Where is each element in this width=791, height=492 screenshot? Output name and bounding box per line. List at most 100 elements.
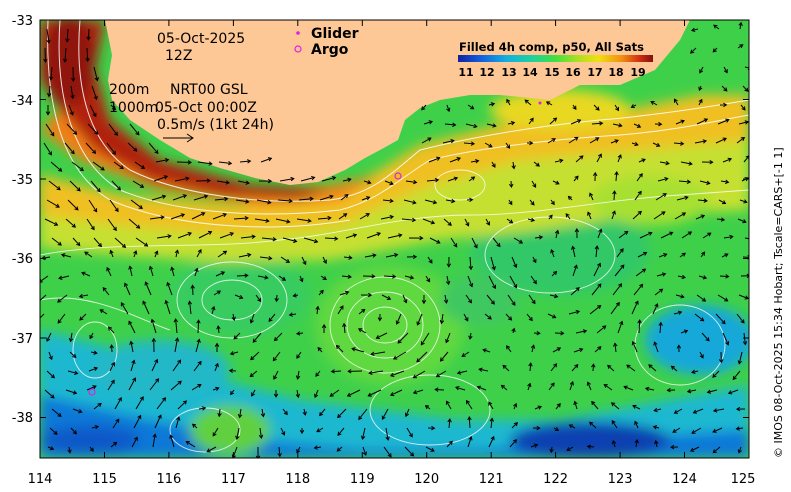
- velocity-arrowhead: [211, 305, 216, 311]
- velocity-arrow: [610, 139, 619, 144]
- velocity-arrowhead: [163, 175, 169, 180]
- velocity-arrow: [212, 387, 219, 391]
- velocity-arrowhead: [185, 441, 190, 445]
- velocity-arrowhead: [443, 299, 449, 304]
- velocity-arrow: [490, 256, 495, 270]
- velocity-arrowhead: [377, 317, 383, 322]
- velocity-arrow: [568, 136, 579, 144]
- velocity-arrowhead: [654, 439, 659, 445]
- velocity-arrow: [484, 313, 492, 320]
- velocity-arrowhead: [347, 177, 352, 183]
- velocity-arrow: [679, 252, 686, 258]
- x-tick-label: 122: [543, 472, 568, 487]
- velocity-arrow: [130, 360, 135, 372]
- colorbar-tick: 12: [479, 66, 494, 79]
- velocity-arrowhead: [712, 48, 717, 53]
- velocity-arrowhead: [555, 180, 560, 185]
- velocity-arrow: [359, 213, 370, 220]
- velocity-arrow: [383, 275, 396, 278]
- velocity-arrow: [197, 161, 212, 165]
- velocity-arrow: [316, 427, 324, 433]
- velocity-arrow: [280, 256, 290, 263]
- velocity-arrowhead: [129, 340, 134, 346]
- glider-legend-icon: [296, 31, 300, 35]
- velocity-arrow: [239, 160, 251, 163]
- velocity-arrowhead: [739, 44, 744, 49]
- velocity-arrowhead: [245, 180, 250, 185]
- velocity-arrow: [552, 347, 561, 353]
- velocity-arrow: [108, 326, 115, 334]
- velocity-arrowhead: [212, 432, 217, 437]
- velocity-arrow: [289, 313, 297, 316]
- velocity-arrow: [361, 196, 370, 201]
- velocity-arrow: [617, 154, 622, 163]
- velocity-arrowhead: [666, 387, 671, 393]
- velocity-arrowhead: [746, 273, 749, 279]
- velocity-arrow: [236, 427, 240, 440]
- velocity-arrowhead: [216, 290, 222, 295]
- velocity-arrow: [697, 199, 708, 202]
- velocity-arrowhead: [511, 165, 516, 170]
- velocity-arrowhead: [637, 190, 642, 195]
- x-tick-label: 118: [285, 472, 310, 487]
- velocity-arrow: [550, 249, 555, 258]
- velocity-arrowhead: [154, 358, 159, 364]
- velocity-arrow: [547, 138, 556, 144]
- velocity-arrowhead: [47, 93, 52, 98]
- velocity-arrow: [70, 427, 77, 435]
- velocity-arrow: [721, 253, 729, 258]
- velocity-arrowhead: [412, 389, 418, 395]
- velocity-arrowhead: [598, 228, 603, 233]
- velocity-arrow: [707, 389, 718, 393]
- velocity-arrowhead: [48, 355, 53, 361]
- velocity-arrowhead: [513, 422, 518, 427]
- velocity-arrow: [46, 199, 60, 208]
- velocity-arrowhead: [48, 151, 53, 156]
- velocity-arrowhead: [344, 290, 350, 296]
- velocity-arrow: [488, 436, 495, 448]
- velocity-arrowhead: [343, 213, 348, 218]
- velocity-arrow: [465, 123, 477, 128]
- velocity-arrowhead: [554, 427, 560, 431]
- velocity-arrowhead: [139, 183, 145, 188]
- velocity-arrow: [440, 313, 444, 324]
- velocity-arrowhead: [453, 176, 459, 181]
- velocity-arrow: [636, 173, 643, 182]
- velocity-arrowhead: [692, 409, 698, 414]
- velocity-arrowhead: [455, 385, 460, 391]
- velocity-arrowhead: [574, 136, 579, 141]
- velocity-arrowhead: [573, 400, 578, 406]
- velocity-arrow: [124, 283, 131, 296]
- velocity-arrow: [177, 400, 187, 410]
- velocity-arrowhead: [331, 175, 337, 181]
- velocity-arrowhead: [381, 415, 386, 420]
- velocity-arrowhead: [450, 138, 455, 144]
- velocity-arrow: [555, 230, 559, 239]
- velocity-arrow: [322, 256, 327, 264]
- velocity-arrowhead: [611, 439, 617, 445]
- velocity-arrowhead: [574, 228, 580, 233]
- velocity-arrow: [331, 370, 342, 373]
- velocity-arrowhead: [698, 98, 703, 104]
- velocity-arrowhead: [36, 319, 39, 322]
- velocity-arrowhead: [313, 445, 318, 450]
- velocity-arrow: [534, 406, 542, 410]
- velocity-arrowhead: [508, 200, 513, 206]
- velocity-arrowhead: [582, 329, 588, 334]
- velocity-arrow: [614, 104, 619, 111]
- velocity-arrow: [403, 199, 416, 204]
- y-tick-label: -36: [12, 252, 33, 267]
- velocity-arrowhead: [653, 341, 658, 346]
- velocity-arrowhead: [367, 292, 373, 298]
- velocity-arrowhead: [267, 178, 273, 184]
- velocity-arrowhead: [724, 297, 729, 302]
- velocity-arrow: [549, 294, 558, 298]
- velocity-arrowhead: [573, 264, 578, 269]
- velocity-arrow: [133, 250, 137, 258]
- velocity-arrow: [673, 311, 682, 315]
- velocity-arrowhead: [111, 150, 117, 155]
- velocity-arrow: [251, 389, 256, 397]
- velocity-arrow: [177, 232, 192, 239]
- velocity-arrowhead: [334, 236, 339, 241]
- velocity-arrow: [259, 427, 262, 439]
